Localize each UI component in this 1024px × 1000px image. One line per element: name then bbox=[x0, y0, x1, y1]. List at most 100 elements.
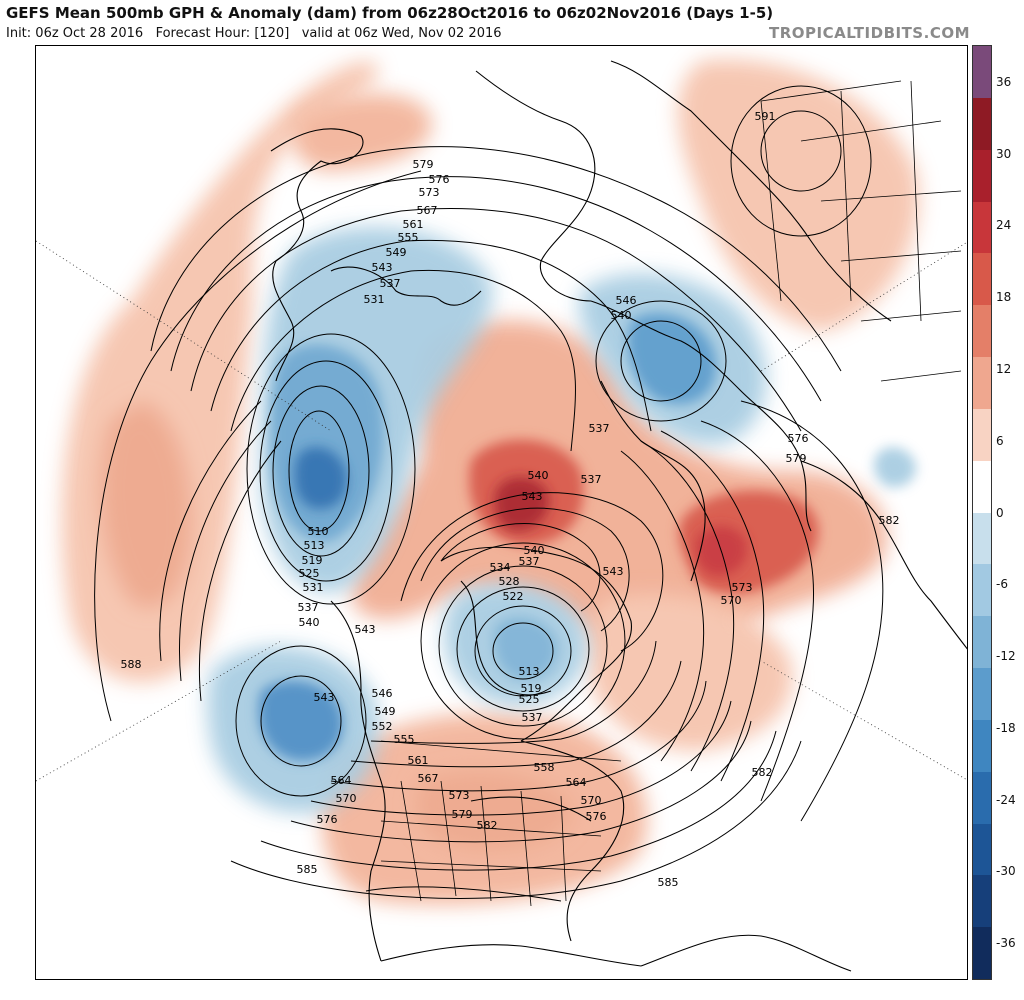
contour-label: 540 bbox=[528, 469, 549, 482]
contour-line bbox=[440, 523, 601, 612]
contour-low-hudson bbox=[456, 586, 590, 712]
anomaly-positive-pacific-core bbox=[100, 401, 191, 608]
contour-low-alaska bbox=[259, 360, 393, 582]
contour-line bbox=[740, 400, 884, 822]
contour-label: 531 bbox=[303, 581, 324, 594]
contour-label: 579 bbox=[413, 158, 434, 171]
anomaly-negative-hudson-core bbox=[493, 617, 557, 680]
colorbar-segment bbox=[973, 668, 991, 721]
colorbar-tick-label: -30 bbox=[996, 864, 1016, 879]
contour-line bbox=[310, 700, 732, 816]
contour-label: 513 bbox=[519, 665, 540, 678]
forecast-hour-label: Forecast Hour: [120] bbox=[155, 26, 290, 41]
contour-label: 525 bbox=[519, 693, 540, 706]
contour-line bbox=[178, 420, 272, 682]
contour-label: 540 bbox=[524, 544, 545, 557]
colorbar-segment bbox=[973, 927, 991, 980]
init-label: Init: 06z Oct 28 2016 bbox=[6, 26, 144, 41]
colorbar-segment bbox=[973, 305, 991, 358]
colorbar-segment bbox=[973, 253, 991, 306]
contour-low-hudson bbox=[420, 542, 626, 740]
contour-line bbox=[620, 450, 705, 762]
contour-label: 543 bbox=[355, 623, 376, 636]
colorbar-tick-label: -36 bbox=[996, 936, 1016, 951]
negative-anomaly-shading bbox=[207, 227, 917, 813]
contour-line bbox=[660, 430, 765, 782]
colorbar-segment bbox=[973, 771, 991, 824]
contour-high-europe bbox=[760, 110, 842, 192]
contour-label: 510 bbox=[308, 525, 329, 538]
contour-line bbox=[400, 492, 664, 652]
contour-line bbox=[420, 507, 630, 632]
anomaly-positive-southeast bbox=[588, 593, 793, 751]
contour-label: 531 bbox=[364, 293, 385, 306]
contour-line bbox=[260, 730, 777, 871]
anomaly-negative-small bbox=[874, 447, 917, 488]
contour-line bbox=[159, 400, 262, 662]
contour-label: 582 bbox=[879, 514, 900, 527]
contour-label: 537 bbox=[522, 711, 543, 724]
contour-label: 564 bbox=[566, 776, 587, 789]
contour-label: 582 bbox=[752, 766, 773, 779]
colorbar-tick-label: -12 bbox=[996, 649, 1016, 664]
contour-label: 558 bbox=[534, 761, 555, 774]
contour-label: 576 bbox=[586, 810, 607, 823]
contour-label: 579 bbox=[786, 452, 807, 465]
colorbar-tick-label: -18 bbox=[996, 720, 1016, 735]
contour-label: 534 bbox=[490, 561, 511, 574]
contour-high-europe bbox=[730, 85, 872, 237]
contour-label: 573 bbox=[732, 581, 753, 594]
contour-label: 543 bbox=[603, 565, 624, 578]
valid-label: valid at 06z Wed, Nov 02 2016 bbox=[301, 26, 502, 41]
contour-label: 591 bbox=[755, 110, 776, 123]
contour-label: 564 bbox=[331, 774, 352, 787]
colorbar-segment bbox=[973, 460, 991, 513]
contour-line bbox=[640, 440, 735, 772]
contour-line bbox=[330, 680, 707, 792]
anomaly-positive-greenland-peak bbox=[494, 477, 550, 531]
contour-line bbox=[230, 740, 802, 899]
contour-label: 525 bbox=[299, 567, 320, 580]
contour-label: 576 bbox=[788, 432, 809, 445]
colorbar-tick-label: 12 bbox=[996, 361, 1012, 376]
contour-label: 561 bbox=[408, 754, 429, 767]
height-contours bbox=[94, 85, 884, 899]
brand-watermark: TROPICALTIDBITS.COM bbox=[769, 24, 970, 42]
contour-label: 555 bbox=[398, 231, 419, 244]
colorbar-segment bbox=[973, 823, 991, 876]
contour-low-alaska bbox=[246, 333, 416, 605]
contour-label: 519 bbox=[302, 554, 323, 567]
colorbar-segment bbox=[973, 564, 991, 617]
contour-label: 522 bbox=[503, 590, 524, 603]
contour-line bbox=[198, 440, 282, 702]
contour-low-alaska bbox=[272, 385, 370, 557]
contour-label: 555 bbox=[394, 733, 415, 746]
contour-label: 576 bbox=[429, 173, 450, 186]
contour-line bbox=[350, 660, 682, 768]
colorbar-segment bbox=[973, 408, 991, 462]
colorbar-segment bbox=[973, 719, 991, 773]
contour-line bbox=[370, 640, 657, 744]
contour-label: 570 bbox=[581, 794, 602, 807]
contour-label: 585 bbox=[658, 876, 679, 889]
contour-label: 540 bbox=[299, 616, 320, 629]
contour-label: 582 bbox=[477, 819, 498, 832]
contour-low-siberia bbox=[595, 300, 727, 422]
contour-label: 543 bbox=[372, 261, 393, 274]
contour-line bbox=[94, 170, 422, 722]
colorbar bbox=[972, 45, 992, 980]
contour-label: 537 bbox=[380, 277, 401, 290]
colorbar-tick-label: -24 bbox=[996, 792, 1016, 807]
colorbar-tick-label: 30 bbox=[996, 146, 1012, 161]
contour-label: 537 bbox=[298, 601, 319, 614]
contour-low-siberia bbox=[620, 320, 702, 402]
contour-label: 543 bbox=[314, 691, 335, 704]
colorbar-tick-label: 6 bbox=[996, 433, 1004, 448]
colorbar-segment bbox=[973, 201, 991, 254]
anomaly-positive-europe bbox=[677, 59, 919, 332]
contour-label: 528 bbox=[499, 575, 520, 588]
contour-low-eastpac bbox=[235, 645, 367, 797]
contour-label: 537 bbox=[589, 422, 610, 435]
contour-label: 549 bbox=[375, 705, 396, 718]
